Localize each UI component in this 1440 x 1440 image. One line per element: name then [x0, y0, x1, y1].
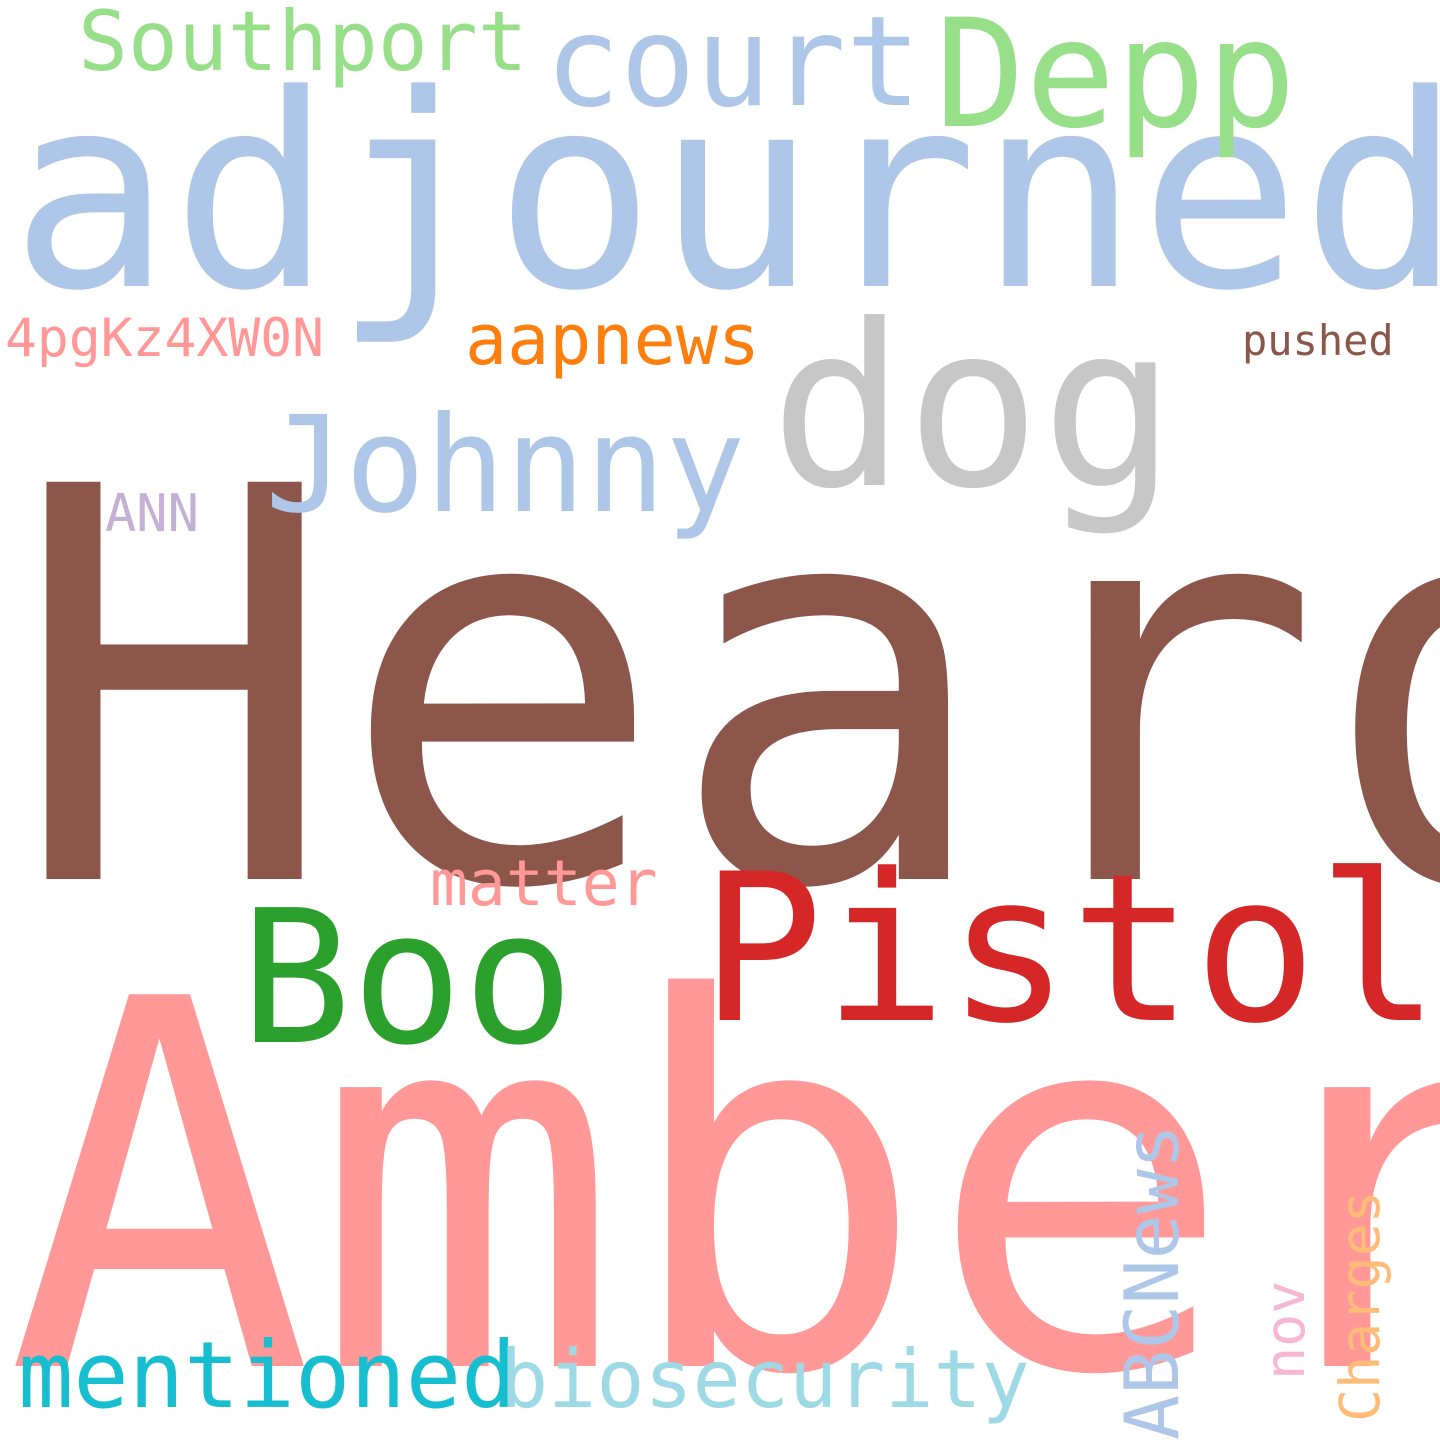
word-biosecurity: biosecurity — [500, 1333, 1030, 1426]
word-abcnews: ABCNews — [1108, 1123, 1196, 1440]
word-boo: Boo — [240, 870, 575, 1086]
word-southport: Southport — [78, 0, 528, 90]
word-code: 4pgKz4XW0N — [5, 308, 325, 369]
word-aapnews: aapnews — [465, 299, 761, 381]
word-heard: Heard — [10, 373, 1440, 1008]
word-nov: nov — [1253, 1280, 1317, 1380]
word-charges: Charges — [1328, 1190, 1392, 1422]
word-depp: Depp — [935, 0, 1297, 162]
word-ann: ANN — [105, 484, 199, 544]
word-pistol: Pistol — [700, 831, 1440, 1069]
word-johnny: Johnny — [265, 389, 746, 543]
word-mentioned: mentioned — [18, 1322, 517, 1429]
word-matter: matter — [430, 847, 658, 920]
word-adjourned: adjourned — [10, 38, 1440, 350]
word-pushed: pushed — [1242, 316, 1394, 365]
word-amber: Amber — [6, 894, 1440, 1440]
word-court: court — [545, 0, 922, 135]
word-dog: dog — [770, 277, 1177, 539]
